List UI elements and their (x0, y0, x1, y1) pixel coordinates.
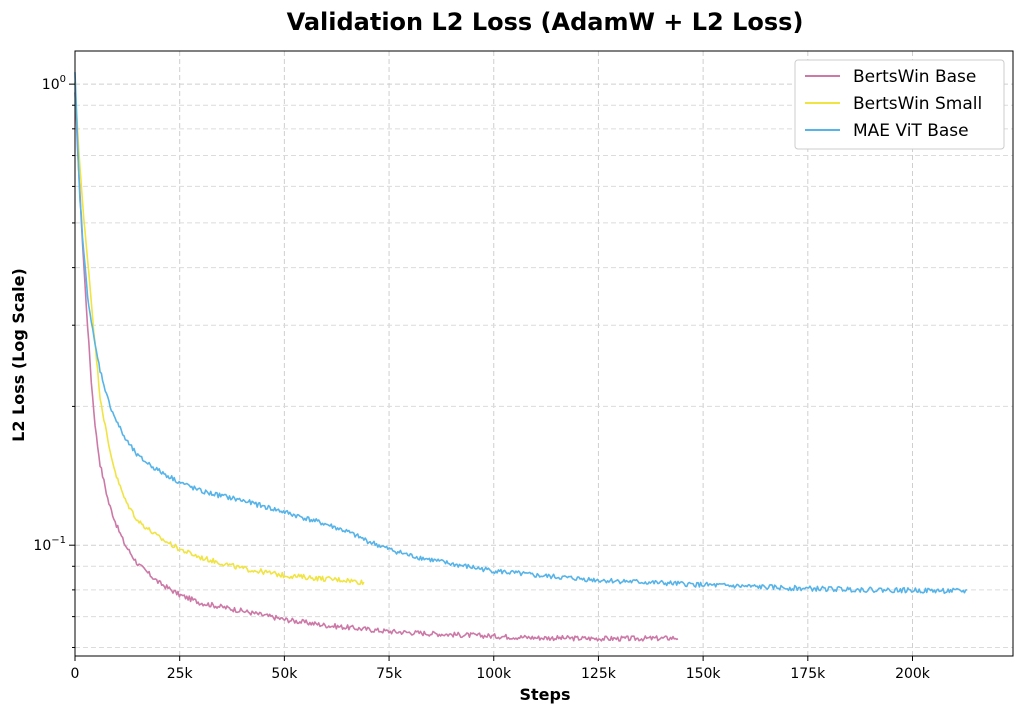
series-line-bertswin-base (74, 92, 679, 642)
x-tick-label: 75k (376, 666, 403, 682)
series-line-mae-vit-base (74, 72, 968, 595)
legend-label-bertswin-small: BertsWin Small (853, 94, 982, 114)
chart-title: Validation L2 Loss (AdamW + L2 Loss) (287, 8, 804, 36)
legend: BertsWin Base BertsWin Small MAE ViT Bas… (794, 59, 1005, 150)
x-tick-label: 200k (895, 666, 931, 682)
x-tick-label: 25k (167, 666, 194, 682)
x-axis-label: Steps (520, 685, 571, 704)
x-tick-label: 50k (271, 666, 298, 682)
x-axis-ticks: 0 25k 50k 75k 100k 125k 150k 175k 200k (71, 656, 931, 682)
series-line-bertswin-small (74, 81, 365, 586)
series-lines (74, 72, 968, 642)
legend-label-mae-vit-base: MAE ViT Base (853, 121, 969, 141)
y-axis-ticks: 100 10−1 (33, 74, 75, 648)
x-tick-label: 125k (581, 666, 617, 682)
grid (75, 51, 1013, 656)
y-tick-label: 100 (42, 74, 66, 93)
x-tick-label: 0 (71, 666, 80, 682)
legend-label-bertswin-base: BertsWin Base (853, 67, 976, 87)
x-tick-label: 175k (790, 666, 826, 682)
y-tick-label: 10−1 (33, 535, 66, 554)
legend-box (794, 59, 1005, 150)
x-tick-label: 150k (686, 666, 722, 682)
y-axis-label: L2 Loss (Log Scale) (9, 268, 28, 442)
x-tick-label: 100k (476, 666, 512, 682)
plot-frame (74, 50, 1014, 657)
